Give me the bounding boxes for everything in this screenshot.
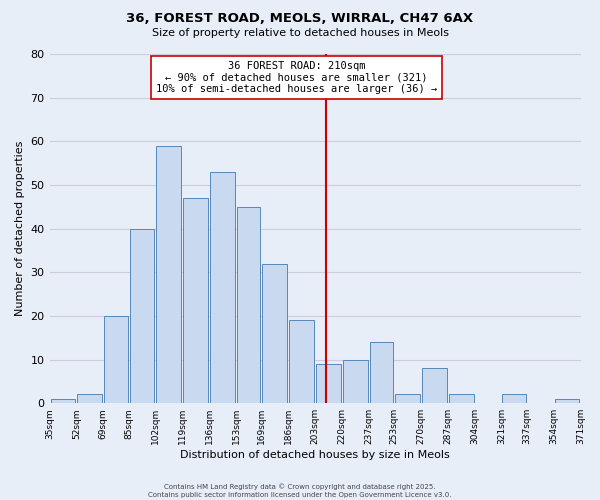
Text: 36 FOREST ROAD: 210sqm
← 90% of detached houses are smaller (321)
10% of semi-de: 36 FOREST ROAD: 210sqm ← 90% of detached… [156,61,437,94]
Bar [555,399,580,403]
Bar [104,316,128,403]
Bar [343,360,368,403]
Bar [262,264,287,403]
Bar [449,394,473,403]
Bar [289,320,314,403]
Bar [130,228,154,403]
Bar [184,198,208,403]
X-axis label: Distribution of detached houses by size in Meols: Distribution of detached houses by size … [180,450,450,460]
Bar [422,368,446,403]
Text: 36, FOREST ROAD, MEOLS, WIRRAL, CH47 6AX: 36, FOREST ROAD, MEOLS, WIRRAL, CH47 6AX [127,12,473,26]
Text: Size of property relative to detached houses in Meols: Size of property relative to detached ho… [151,28,449,38]
Bar [502,394,526,403]
Bar [316,364,341,403]
Text: Contains HM Land Registry data © Crown copyright and database right 2025.
Contai: Contains HM Land Registry data © Crown c… [148,483,452,498]
Bar [237,207,260,403]
Bar [395,394,420,403]
Bar [370,342,393,403]
Y-axis label: Number of detached properties: Number of detached properties [15,141,25,316]
Bar [77,394,102,403]
Bar [157,146,181,403]
Bar [50,399,76,403]
Bar [210,172,235,403]
